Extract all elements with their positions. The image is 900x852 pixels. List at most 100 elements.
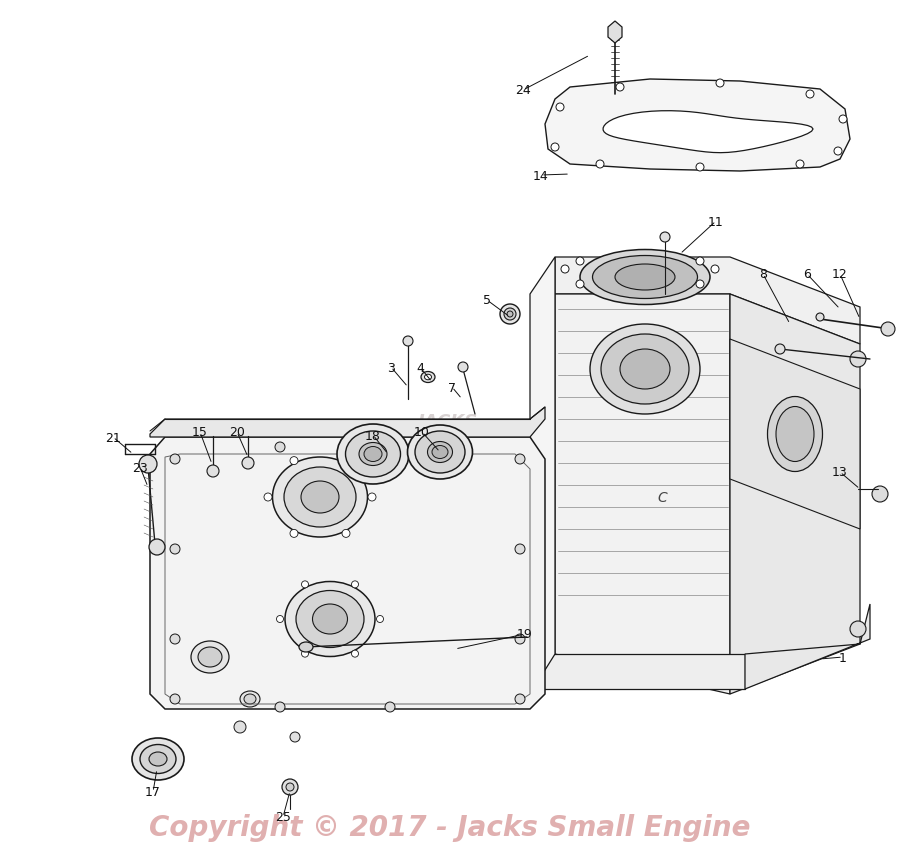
Circle shape bbox=[816, 314, 824, 321]
Ellipse shape bbox=[590, 325, 700, 415]
Text: SMALL ENGINES: SMALL ENGINES bbox=[398, 430, 499, 440]
Text: 25: 25 bbox=[275, 810, 291, 824]
Ellipse shape bbox=[592, 256, 698, 299]
Text: C: C bbox=[657, 491, 667, 504]
Polygon shape bbox=[150, 437, 545, 709]
Circle shape bbox=[352, 650, 358, 658]
Circle shape bbox=[850, 352, 866, 367]
Circle shape bbox=[290, 530, 298, 538]
Circle shape bbox=[872, 486, 888, 503]
Text: 11: 11 bbox=[708, 216, 724, 228]
Polygon shape bbox=[730, 295, 860, 694]
Ellipse shape bbox=[296, 590, 364, 648]
Text: 6: 6 bbox=[803, 268, 811, 281]
Text: 19: 19 bbox=[518, 628, 533, 641]
Circle shape bbox=[696, 280, 704, 289]
Circle shape bbox=[515, 694, 525, 704]
Ellipse shape bbox=[580, 250, 710, 305]
Circle shape bbox=[515, 544, 525, 555]
Circle shape bbox=[696, 257, 704, 266]
Ellipse shape bbox=[140, 745, 176, 774]
Circle shape bbox=[551, 144, 559, 152]
Circle shape bbox=[149, 539, 165, 556]
Text: 23: 23 bbox=[132, 461, 148, 474]
Ellipse shape bbox=[425, 375, 431, 380]
Circle shape bbox=[515, 454, 525, 464]
Circle shape bbox=[170, 454, 180, 464]
Circle shape bbox=[806, 91, 814, 99]
Circle shape bbox=[796, 161, 804, 169]
Polygon shape bbox=[745, 604, 870, 689]
Circle shape bbox=[385, 442, 395, 452]
Circle shape bbox=[881, 323, 895, 337]
Circle shape bbox=[170, 544, 180, 555]
Circle shape bbox=[711, 266, 719, 273]
Polygon shape bbox=[603, 112, 813, 153]
Ellipse shape bbox=[244, 694, 256, 704]
Polygon shape bbox=[555, 295, 730, 694]
Circle shape bbox=[376, 616, 383, 623]
Circle shape bbox=[403, 337, 413, 347]
Ellipse shape bbox=[198, 648, 222, 667]
Polygon shape bbox=[608, 22, 622, 44]
Circle shape bbox=[286, 783, 294, 791]
Circle shape bbox=[302, 581, 309, 588]
Circle shape bbox=[302, 650, 309, 658]
Ellipse shape bbox=[432, 446, 448, 459]
Text: 18: 18 bbox=[365, 429, 381, 442]
Circle shape bbox=[500, 305, 520, 325]
Ellipse shape bbox=[284, 468, 356, 527]
Circle shape bbox=[576, 257, 584, 266]
Ellipse shape bbox=[301, 481, 339, 514]
Text: 24: 24 bbox=[515, 84, 531, 97]
Polygon shape bbox=[555, 257, 860, 344]
Ellipse shape bbox=[346, 431, 400, 477]
Ellipse shape bbox=[620, 349, 670, 389]
Circle shape bbox=[504, 308, 516, 320]
Ellipse shape bbox=[273, 458, 367, 538]
Ellipse shape bbox=[408, 425, 472, 480]
Text: 20: 20 bbox=[230, 426, 245, 439]
Circle shape bbox=[839, 116, 847, 124]
Circle shape bbox=[660, 233, 670, 243]
Text: 4: 4 bbox=[416, 361, 424, 374]
Circle shape bbox=[352, 581, 358, 588]
Circle shape bbox=[834, 148, 842, 156]
Polygon shape bbox=[545, 80, 850, 172]
Circle shape bbox=[561, 266, 569, 273]
Circle shape bbox=[576, 280, 584, 289]
Ellipse shape bbox=[337, 424, 409, 485]
Text: Copyright © 2017 - Jacks Small Engine: Copyright © 2017 - Jacks Small Engine bbox=[149, 813, 751, 841]
Ellipse shape bbox=[312, 604, 347, 634]
Circle shape bbox=[556, 104, 564, 112]
Circle shape bbox=[696, 164, 704, 172]
Circle shape bbox=[170, 634, 180, 644]
Circle shape bbox=[850, 621, 866, 637]
Text: 5: 5 bbox=[483, 294, 491, 307]
Circle shape bbox=[458, 363, 468, 372]
Text: 8: 8 bbox=[759, 268, 767, 281]
Circle shape bbox=[264, 493, 272, 502]
Text: JACKS: JACKS bbox=[418, 412, 478, 430]
Circle shape bbox=[290, 457, 298, 465]
Ellipse shape bbox=[149, 752, 167, 766]
Ellipse shape bbox=[364, 447, 382, 462]
Circle shape bbox=[282, 779, 298, 795]
Ellipse shape bbox=[240, 691, 260, 707]
Circle shape bbox=[275, 702, 285, 712]
Ellipse shape bbox=[615, 265, 675, 291]
Text: 7: 7 bbox=[448, 381, 456, 394]
Ellipse shape bbox=[421, 372, 435, 383]
Circle shape bbox=[234, 721, 246, 733]
Text: 17: 17 bbox=[145, 786, 161, 798]
Circle shape bbox=[139, 456, 157, 474]
Circle shape bbox=[276, 616, 284, 623]
Text: 1: 1 bbox=[839, 651, 847, 664]
Ellipse shape bbox=[776, 407, 814, 462]
Circle shape bbox=[596, 161, 604, 169]
Circle shape bbox=[385, 702, 395, 712]
Ellipse shape bbox=[601, 335, 689, 405]
Polygon shape bbox=[530, 257, 555, 694]
Ellipse shape bbox=[132, 738, 184, 780]
Circle shape bbox=[342, 530, 350, 538]
